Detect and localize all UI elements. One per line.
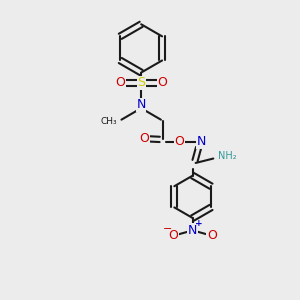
Text: N: N [197, 135, 206, 148]
Text: N: N [188, 224, 197, 237]
Text: O: O [158, 76, 167, 89]
Text: N: N [136, 98, 146, 111]
Text: NH₂: NH₂ [218, 151, 236, 160]
Text: −: − [162, 224, 172, 234]
Text: O: O [115, 76, 125, 89]
Text: O: O [139, 132, 149, 145]
Text: O: O [207, 229, 217, 242]
Text: S: S [137, 76, 145, 89]
Text: O: O [169, 229, 178, 242]
Text: O: O [175, 135, 184, 148]
Text: CH₃: CH₃ [101, 117, 118, 126]
Text: +: + [195, 219, 203, 228]
